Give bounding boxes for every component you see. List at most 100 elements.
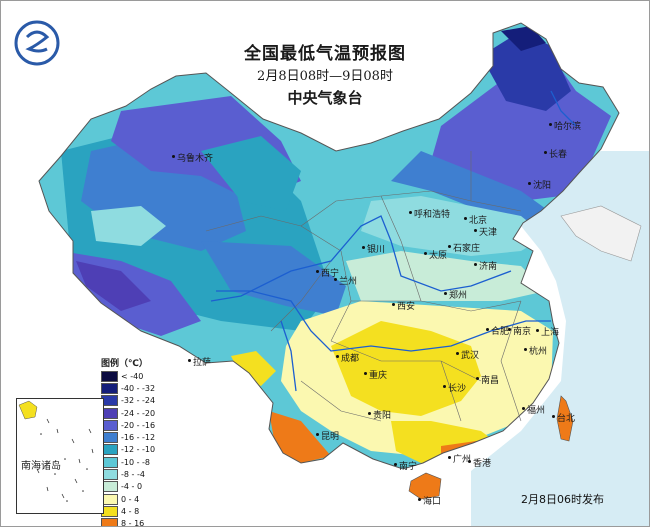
city-label: 武汉 [461,351,480,361]
city-dot [364,372,367,375]
city-dot [474,263,477,266]
city-label: 兰州 [339,277,358,287]
city-dot [316,433,319,436]
city-label: 上海 [541,328,560,338]
legend-swatch [101,518,118,526]
weather-logo-icon [14,20,60,66]
legend-item: -10 - -8 [101,456,167,468]
city-label: 台北 [557,414,576,424]
legend-label: 0 - 4 [121,494,140,504]
city-label: 西宁 [321,269,340,279]
inset-map [18,400,94,502]
legend-label: < -40 [121,371,144,381]
city-label: 哈尔滨 [554,122,582,132]
province-borders [205,151,522,422]
city-dot [448,245,451,248]
city-dot [172,155,175,158]
legend-item: -24 - -20 [101,407,167,419]
city-label: 银川 [367,245,386,255]
city-dot [536,329,539,332]
city-dot [188,359,191,362]
city-dot [409,211,412,214]
city-dot [552,415,555,418]
city-dot [424,252,427,255]
city-label: 合肥 [491,327,510,337]
legend-swatch [101,382,118,394]
city-label: 成都 [341,354,360,364]
city-dot [486,328,489,331]
city-label: 重庆 [369,371,388,381]
city-label: 长沙 [448,384,467,394]
legend-item: -8 - -4 [101,468,167,481]
city-label: 南京 [513,327,532,337]
city-dot [474,229,477,232]
city-dot [549,123,552,126]
city-dot [468,460,471,463]
legend-item: 4 - 8 [101,505,167,517]
legend-item: -40 - -32 [101,382,167,394]
city-dot [362,246,365,249]
national-border [38,22,620,470]
city-dot [444,292,447,295]
legend-swatch [101,370,118,382]
city-label: 呼和浩特 [414,210,451,220]
legend: 图例（℃） < -40 -40 - -32 -32 - -24 -24 - -20 -2… [101,356,167,526]
legend-label: 4 - 8 [121,506,140,516]
city-dot [392,303,395,306]
city-label: 贵阳 [373,411,392,421]
legend-item: < -40 [101,370,167,382]
legend-label: -12 - -10 [121,445,156,455]
city-dot [336,355,339,358]
city-label: 乌鲁木齐 [177,154,214,164]
city-label: 北京 [469,216,488,226]
city-label: 福州 [527,406,546,416]
city-label: 沈阳 [533,181,552,191]
inset-label: 南海诸岛 [21,461,61,472]
city-label: 昆明 [321,432,340,442]
city-label: 海口 [423,497,442,507]
issue-time: 2月8日06时发布 [521,493,604,506]
korea-peninsula [560,205,642,262]
legend-label: -16 - -12 [121,433,156,443]
city-label: 广州 [453,455,472,465]
legend-label: -4 - 0 [121,482,143,492]
city-label: 南宁 [399,462,418,472]
legend-items: < -40 -40 - -32 -32 - -24 -24 - -20 -20 - -1… [101,370,167,526]
legend-item: -20 - -16 [101,419,167,431]
forecast-period: 2月8日08时—9日08时 [257,69,393,84]
legend-item: -32 - -24 [101,395,167,407]
city-dot [448,456,451,459]
city-label: 石家庄 [453,244,481,254]
rivers [210,90,577,392]
city-label: 南昌 [481,376,500,386]
city-dot [544,151,547,154]
legend-label: -10 - -8 [121,457,151,467]
city-dot [418,498,421,501]
city-dot [464,217,467,220]
hainan-island [408,472,442,500]
legend-item: -4 - 0 [101,481,167,493]
agency-name: 中央气象台 [287,89,363,107]
city-label: 杭州 [529,347,548,357]
city-label: 济南 [479,262,498,272]
city-dot [528,182,531,185]
legend-label: -40 - -32 [121,383,156,393]
city-dot [368,412,371,415]
legend-label: -24 - -20 [121,408,156,418]
city-dot [334,278,337,281]
legend-label: -32 - -24 [121,396,156,406]
city-dot [443,385,446,388]
city-label: 西安 [397,302,416,312]
city-dot [316,270,319,273]
city-label: 长春 [549,150,568,160]
city-dot [524,348,527,351]
city-label: 郑州 [449,291,468,301]
city-dot [476,377,479,380]
city-label: 香港 [473,459,492,469]
taiwan-island [556,395,574,442]
city-dot [456,352,459,355]
city-dot [394,463,397,466]
city-dot [522,407,525,410]
legend-title: 图例（℃） [101,359,148,369]
